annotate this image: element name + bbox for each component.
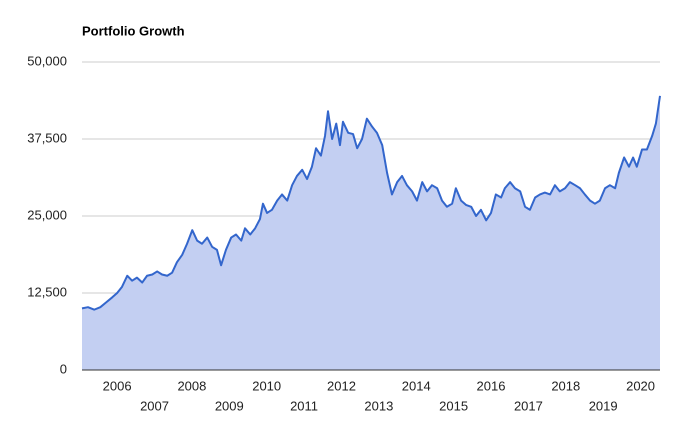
x-tick-label: 2011 [290, 398, 318, 413]
x-tick-label: 2015 [439, 398, 468, 413]
x-tick-label: 2009 [215, 398, 244, 413]
x-tick-label: 2020 [626, 378, 655, 393]
y-tick-label: 12,500 [27, 284, 67, 299]
x-tick-label: 2014 [402, 378, 431, 393]
x-tick-label: 2007 [140, 398, 169, 413]
y-tick-label: 0 [60, 361, 67, 376]
area-line [81, 95, 661, 311]
y-tick-label: 25,000 [27, 207, 67, 222]
y-tick-label: 50,000 [27, 53, 67, 68]
y-tick-label: 37,500 [27, 130, 67, 145]
area-fill [82, 95, 660, 370]
x-tick-label: 2013 [364, 398, 393, 413]
x-tick-label: 2018 [551, 378, 580, 393]
x-tick-label: 2006 [103, 378, 132, 393]
chart-title: Portfolio Growth [82, 23, 185, 38]
x-tick-label: 2019 [589, 398, 618, 413]
x-tick-label: 2010 [252, 378, 281, 393]
x-tick-label: 2017 [514, 398, 543, 413]
x-tick-label: 2008 [177, 378, 206, 393]
x-tick-label: 2016 [477, 378, 506, 393]
x-tick-label: 2012 [327, 378, 356, 393]
